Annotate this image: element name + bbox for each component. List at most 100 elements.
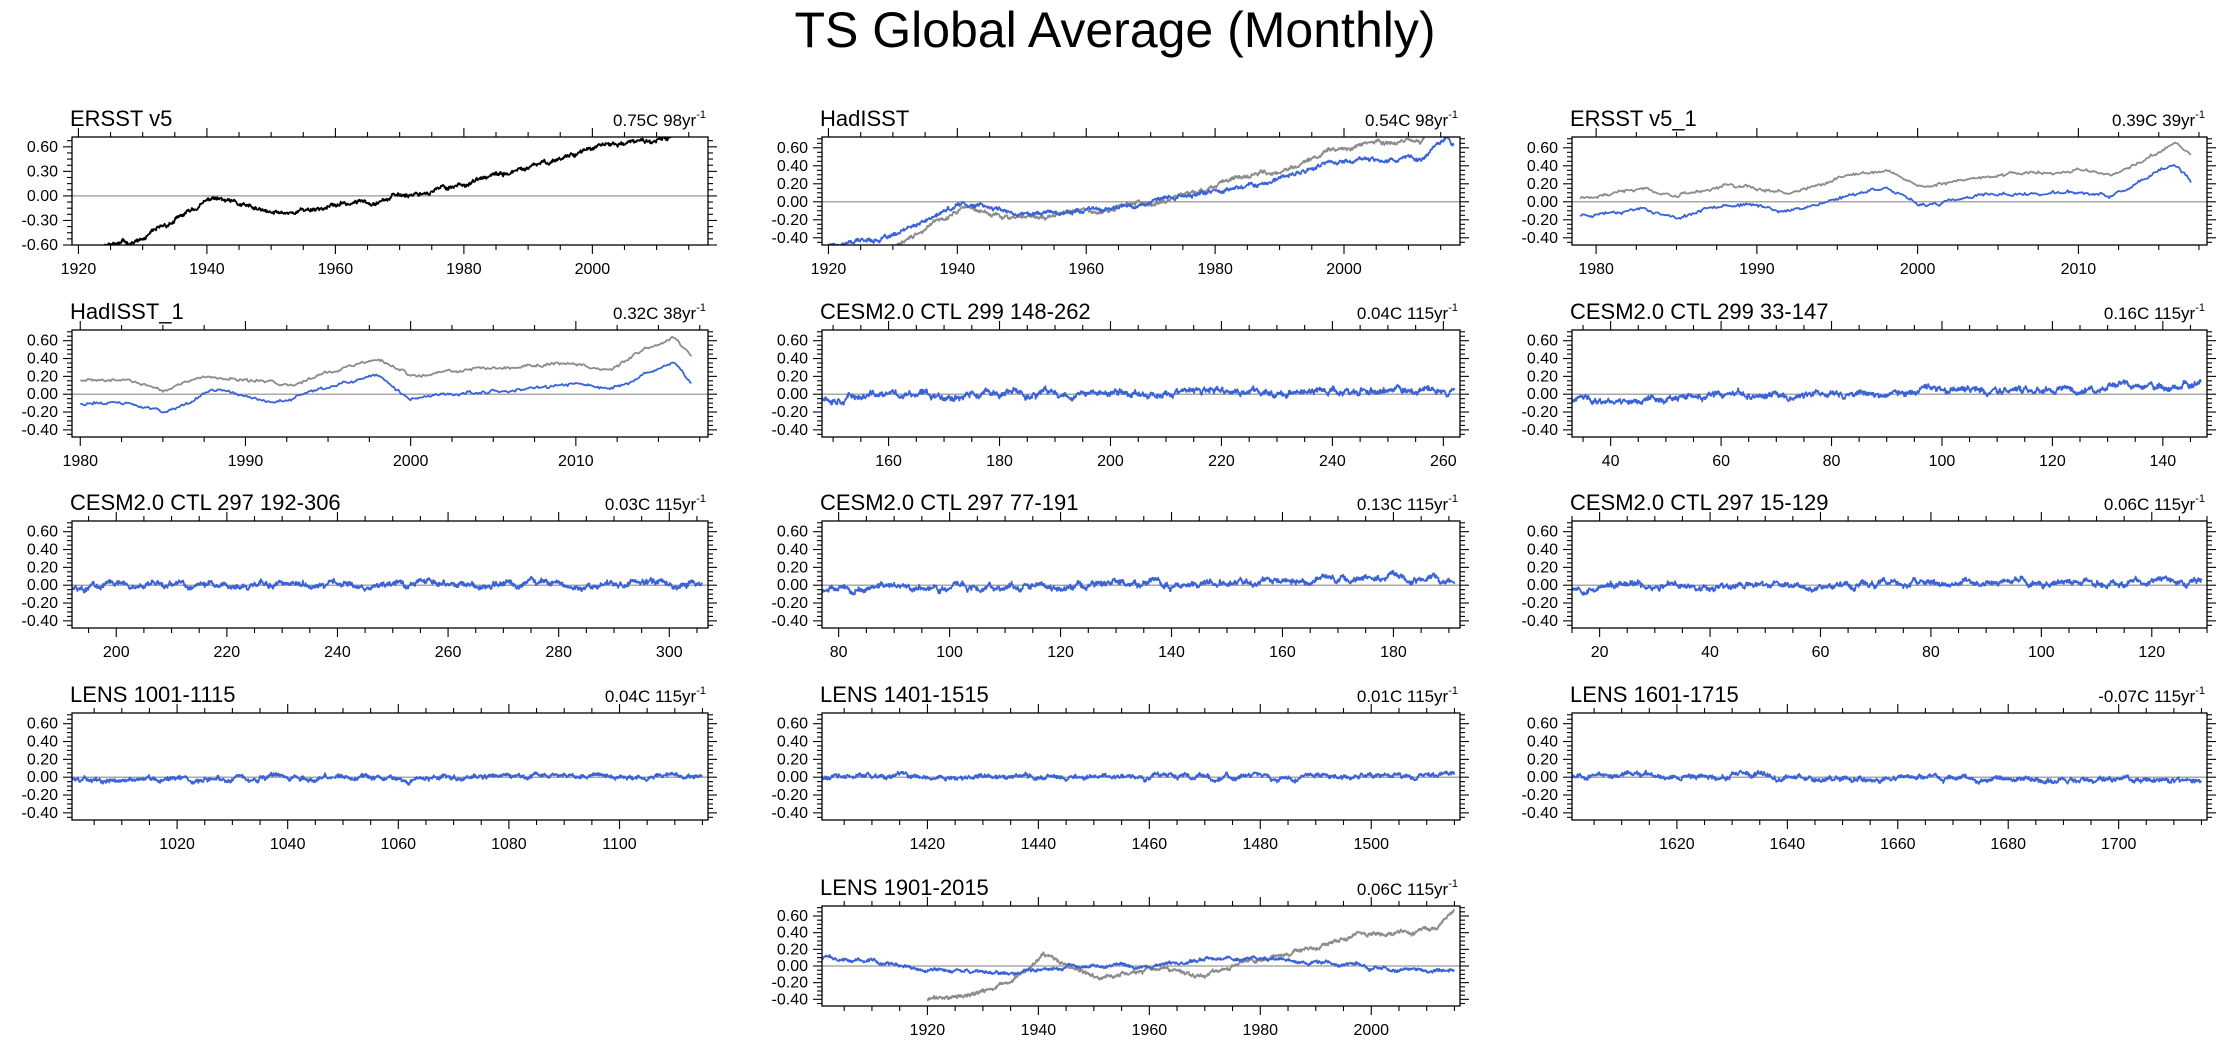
y-tick-label: 0.00 — [27, 188, 58, 205]
y-tick-label: 0.60 — [27, 524, 58, 541]
x-tick-label: 1920 — [910, 1022, 946, 1039]
x-tick-label: 1990 — [228, 453, 264, 470]
y-tick-label: 0.00 — [777, 194, 808, 211]
y-tick-label: -0.60 — [22, 237, 59, 254]
x-tick-label: 1920 — [61, 261, 97, 278]
x-tick-label: 1060 — [380, 836, 416, 853]
series-line — [1572, 575, 2203, 596]
y-tick-label: -0.40 — [22, 805, 59, 822]
x-tick-label: 180 — [986, 453, 1013, 470]
series-line — [103, 137, 672, 245]
y-tick-label: 0.20 — [27, 751, 58, 768]
y-tick-label: 0.20 — [777, 751, 808, 768]
plot-frame — [71, 136, 709, 246]
y-tick-label: -0.20 — [772, 787, 809, 804]
series-line — [926, 908, 1455, 1002]
y-tick-label: 0.20 — [1527, 559, 1558, 576]
chart-panel-9: CESM2.0 CTL 297 15-129 0.06C 115yr-1 20 40 6… — [1522, 490, 2216, 661]
y-tick-label: -0.40 — [772, 991, 809, 1008]
y-tick-label: 0.30 — [27, 163, 58, 180]
x-tick-label: 1940 — [940, 261, 976, 278]
y-tick-label: 0.20 — [777, 176, 808, 193]
y-tick-label: 0.40 — [777, 734, 808, 751]
y-tick-label: 0.20 — [1527, 368, 1558, 385]
series-line — [1579, 141, 2192, 200]
y-tick-label: 0.20 — [777, 368, 808, 385]
panel-title: CESM2.0 CTL 299 148-262 — [820, 299, 1091, 324]
chart-panel-5: CESM2.0 CTL 299 148-262 0.04C 115yr-1 160 1… — [772, 299, 1469, 470]
y-tick-label: 0.20 — [1527, 176, 1558, 193]
x-tick-label: 1680 — [1990, 836, 2026, 853]
y-tick-label: 0.40 — [1527, 542, 1558, 559]
x-tick-label: 40 — [1701, 644, 1719, 661]
x-tick-label: 2000 — [1900, 261, 1936, 278]
x-tick-label: 1440 — [1021, 836, 1057, 853]
x-tick-label: 2010 — [558, 453, 594, 470]
series-line — [822, 770, 1456, 784]
y-tick-label: 0.40 — [777, 542, 808, 559]
panel-trend-label: 0.13C 115yr-1 — [1357, 493, 1458, 514]
panel-title: LENS 1401-1515 — [820, 682, 989, 707]
y-tick-label: 0.40 — [1527, 351, 1558, 368]
plot-frame — [821, 520, 1461, 629]
y-tick-label: 0.40 — [27, 351, 58, 368]
x-tick-label: 120 — [2138, 644, 2165, 661]
x-tick-label: 160 — [1269, 644, 1296, 661]
chart-panel-6: CESM2.0 CTL 299 33-147 0.16C 115yr-1 40 60 8… — [1522, 299, 2216, 470]
series-line — [79, 361, 692, 414]
chart-panel-11: LENS 1401-1515 0.01C 115yr-1 1420 1440 1460 1… — [772, 682, 1469, 853]
y-tick-label: -0.30 — [22, 212, 59, 229]
page-title: TS Global Average (Monthly) — [794, 2, 1436, 58]
x-tick-label: 1100 — [602, 836, 637, 853]
y-tick-label: -0.40 — [1522, 230, 1559, 247]
plot-frame — [71, 329, 709, 438]
panel-title: LENS 1901-2015 — [820, 875, 989, 900]
x-tick-label: 100 — [1929, 453, 1956, 470]
plot-frame — [1571, 712, 2208, 821]
x-tick-label: 80 — [1823, 453, 1841, 470]
x-tick-label: 20 — [1591, 644, 1609, 661]
x-tick-label: 1980 — [62, 453, 98, 470]
y-tick-label: 0.40 — [27, 734, 58, 751]
panel-trend-label: 0.39C 39yr-1 — [2112, 109, 2205, 130]
x-tick-label: 180 — [1380, 644, 1407, 661]
y-tick-label: 0.20 — [777, 941, 808, 958]
chart-panel-3: ERSST v5_1 0.39C 39yr-1 1980 1990 2000 2010 0.… — [1522, 106, 2216, 278]
y-tick-label: 0.00 — [1527, 194, 1558, 211]
x-tick-label: 140 — [1158, 644, 1185, 661]
x-tick-label: 1980 — [446, 261, 482, 278]
y-tick-label: 0.20 — [1527, 751, 1558, 768]
x-tick-label: 1660 — [1880, 836, 1916, 853]
x-tick-label: 300 — [656, 644, 683, 661]
x-tick-label: 40 — [1602, 453, 1620, 470]
x-tick-label: 1940 — [1021, 1022, 1057, 1039]
y-tick-label: 0.60 — [777, 716, 808, 733]
x-tick-label: 80 — [830, 644, 848, 661]
y-tick-label: -0.40 — [1522, 805, 1559, 822]
y-tick-label: -0.20 — [1522, 595, 1559, 612]
panel-trend-label: 0.06C 115yr-1 — [2104, 493, 2205, 514]
y-tick-label: 0.60 — [27, 333, 58, 350]
panel-trend-label: 0.04C 115yr-1 — [1357, 302, 1458, 323]
series-line — [1572, 378, 2202, 405]
y-tick-label: 0.60 — [1527, 524, 1558, 541]
y-tick-label: 0.00 — [27, 386, 58, 403]
x-tick-label: 1040 — [270, 836, 306, 853]
panel-title: HadISST_1 — [70, 299, 184, 324]
y-tick-label: -0.40 — [772, 805, 809, 822]
x-tick-label: 120 — [2039, 453, 2066, 470]
y-tick-label: 0.60 — [777, 140, 808, 157]
y-tick-label: -0.40 — [772, 422, 809, 439]
y-tick-label: 0.00 — [27, 577, 58, 594]
x-tick-label: 1460 — [1132, 836, 1168, 853]
plot-frame — [1571, 329, 2208, 438]
series-line — [1579, 164, 2192, 220]
panel-trend-label: 0.32C 38yr-1 — [613, 302, 706, 323]
y-tick-label: 0.40 — [27, 542, 58, 559]
panel-title: CESM2.0 CTL 297 77-191 — [820, 490, 1078, 515]
x-tick-label: 1960 — [1132, 1022, 1168, 1039]
series-line — [72, 771, 703, 786]
chart-panel-13: LENS 1901-2015 0.06C 115yr-1 1920 1940 1960 1… — [772, 875, 1469, 1039]
x-tick-label: 240 — [324, 644, 351, 661]
